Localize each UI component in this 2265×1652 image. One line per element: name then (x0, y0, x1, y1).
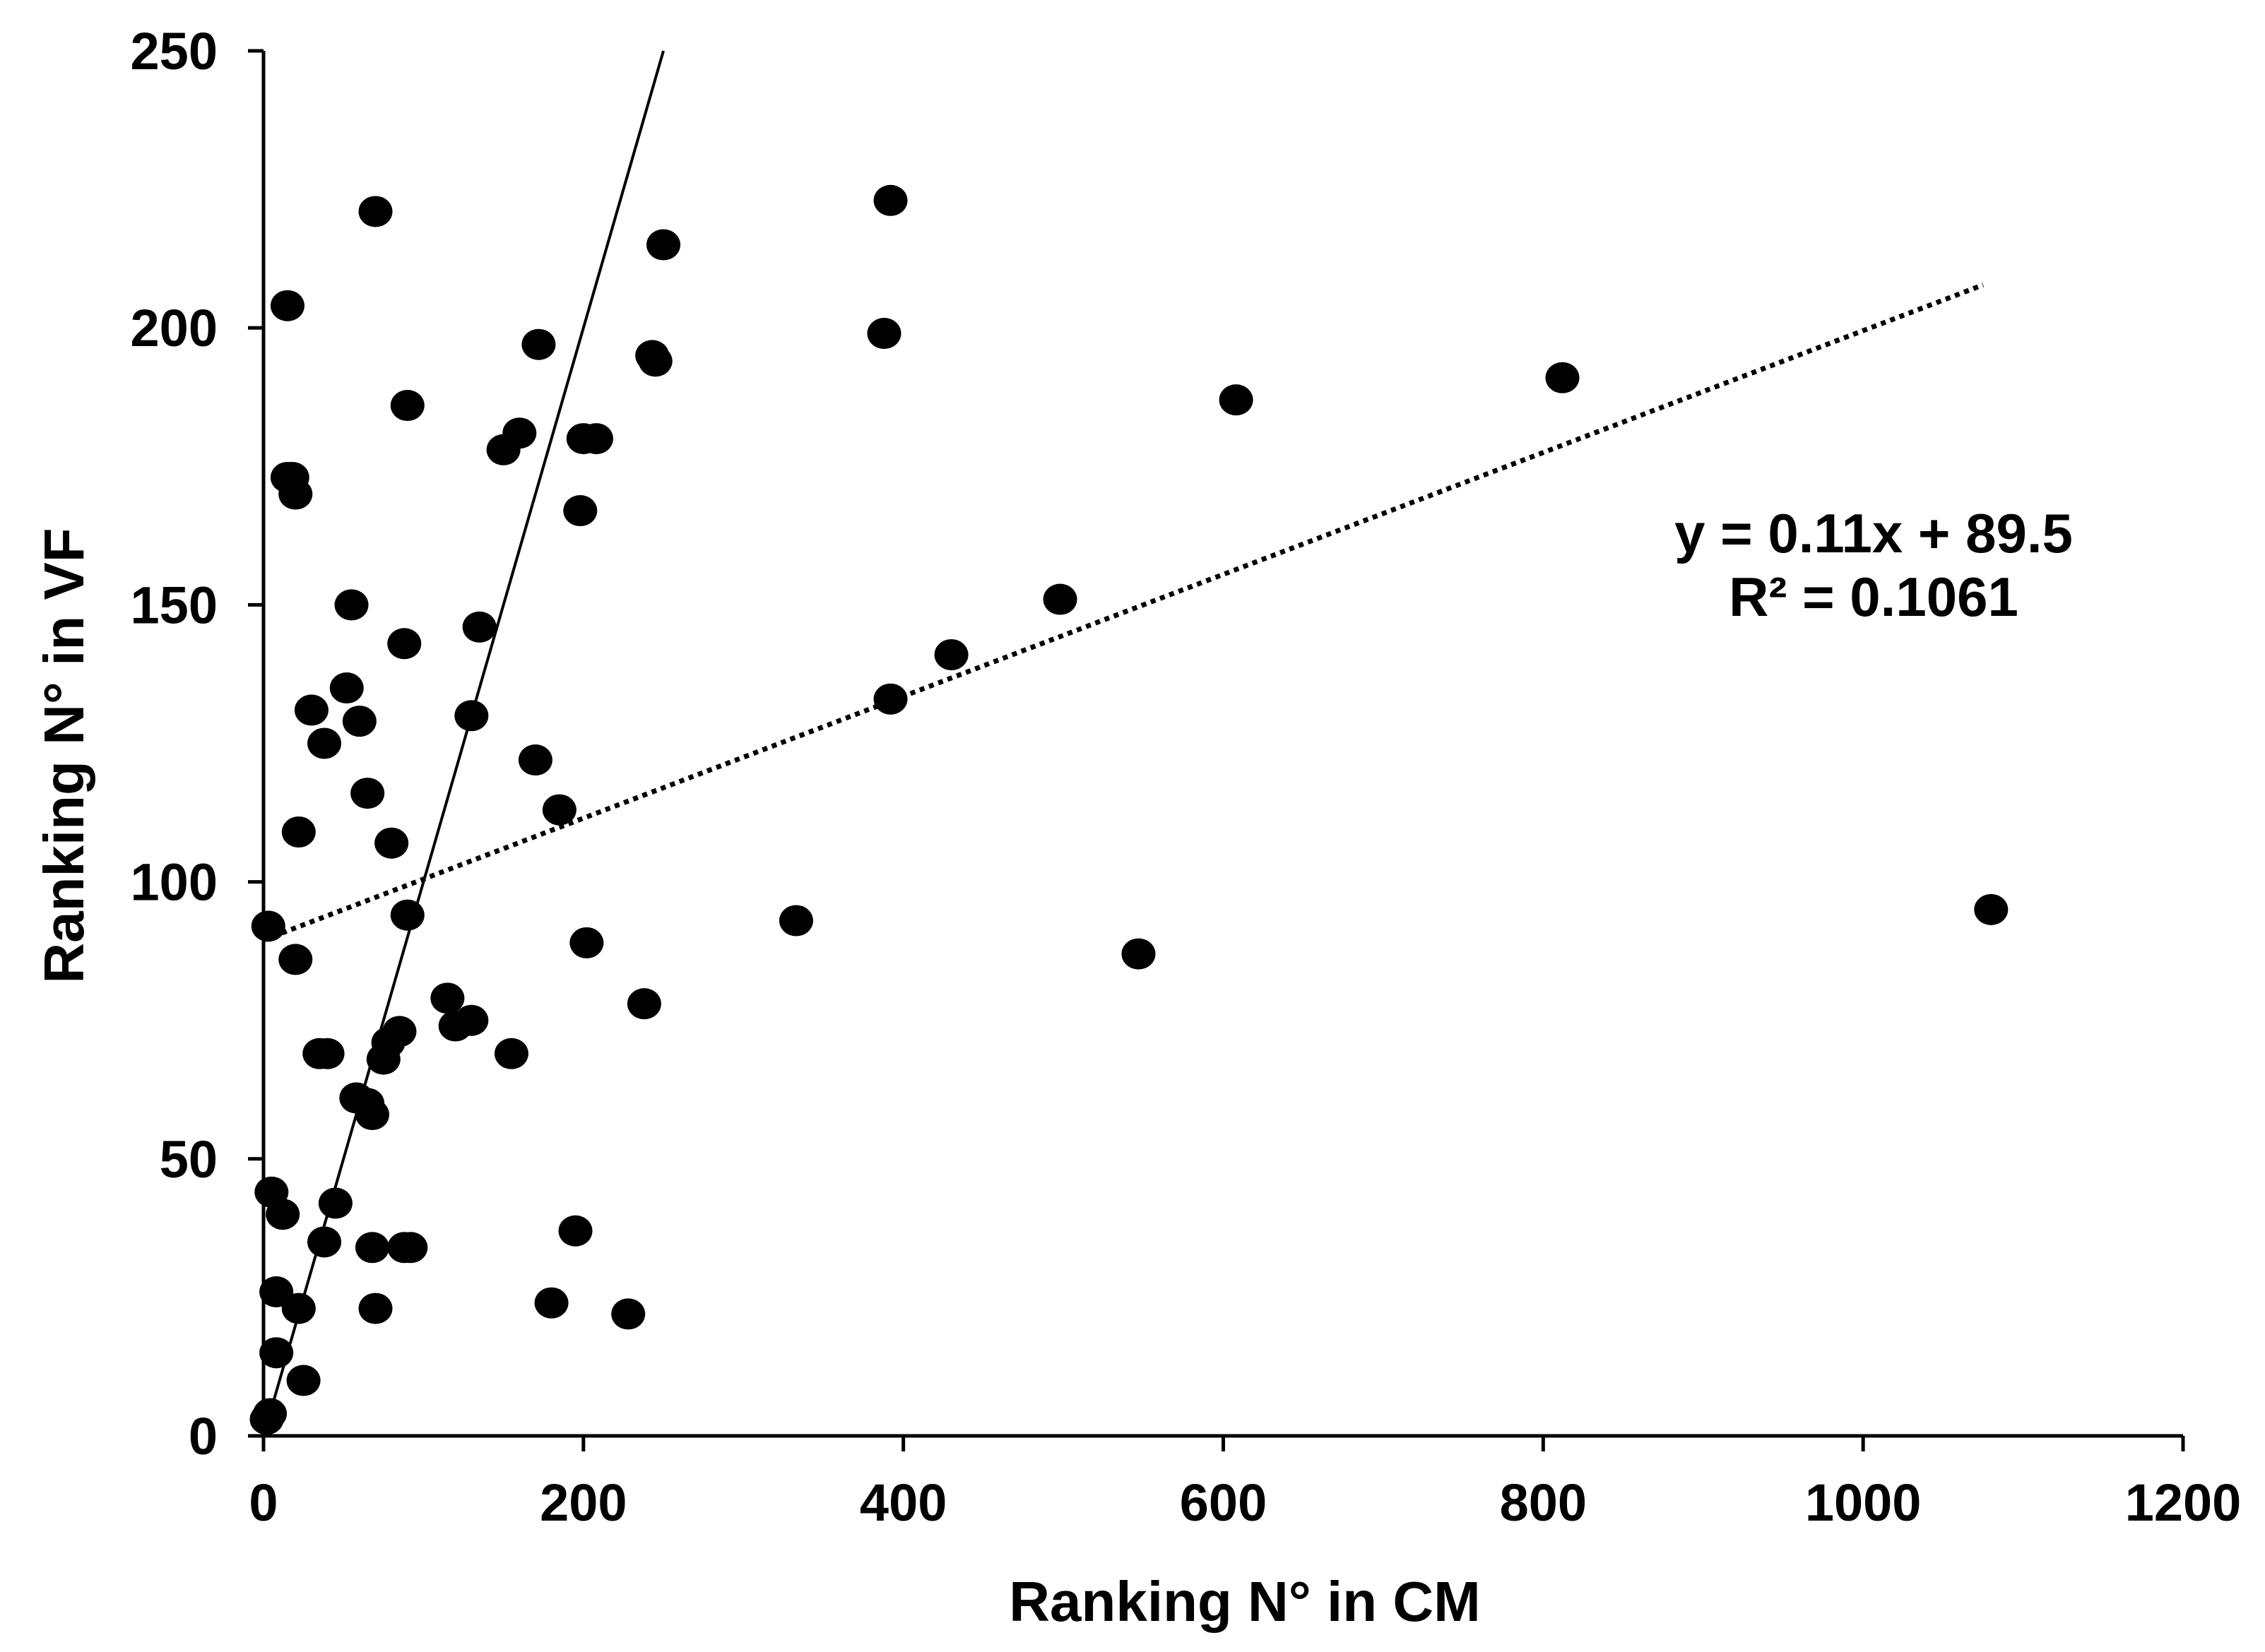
data-point (278, 478, 313, 510)
data-point (270, 290, 304, 321)
data-point (350, 778, 385, 809)
data-point (307, 727, 342, 759)
data-point (579, 423, 613, 455)
data-point (390, 899, 425, 931)
x-axis-title: Ranking N° in CM (1009, 1570, 1481, 1633)
data-point (253, 1398, 288, 1430)
y-tick-label: 100 (131, 853, 218, 912)
data-point (430, 982, 465, 1014)
data-point (358, 196, 393, 227)
x-tick-label: 400 (860, 1473, 947, 1532)
data-point (318, 1187, 353, 1219)
data-point (462, 611, 497, 643)
data-point (329, 672, 364, 704)
data-point (355, 1099, 389, 1131)
y-tick-label: 50 (160, 1130, 218, 1189)
trendline-r-squared: R² = 0.1061 (1729, 566, 2018, 628)
data-point (611, 1298, 646, 1330)
axes (248, 49, 2185, 1451)
data-point (502, 417, 537, 449)
data-point (286, 1365, 321, 1396)
x-tick-label: 200 (540, 1473, 627, 1532)
data-point (1219, 384, 1253, 416)
data-point (454, 1004, 489, 1036)
data-point (374, 827, 409, 859)
y-axis-title: Ranking N° in VF (32, 528, 95, 983)
data-point (259, 1337, 294, 1369)
data-point (518, 744, 552, 776)
trendline-equation: y = 0.11x + 89.5 (1674, 502, 2073, 564)
data-point (638, 345, 673, 377)
data-point (569, 927, 604, 958)
x-tick-label: 1200 (2125, 1473, 2242, 1532)
data-point (1974, 893, 2009, 925)
data-point (310, 1038, 345, 1069)
data-point (1043, 583, 1077, 615)
data-point (294, 694, 329, 726)
data-point (521, 328, 556, 360)
data-point (342, 706, 377, 737)
data-point (779, 905, 813, 937)
data-point (454, 700, 489, 732)
data-point (873, 184, 908, 216)
data-point (394, 1232, 428, 1264)
x-tick-label: 800 (1500, 1473, 1587, 1532)
y-tick-label: 0 (189, 1407, 218, 1466)
data-point (494, 1038, 528, 1069)
x-tick-label: 600 (1180, 1473, 1267, 1532)
data-point (558, 1215, 593, 1247)
data-point (873, 683, 908, 715)
data-point (542, 794, 576, 826)
x-tick-label: 0 (249, 1473, 278, 1532)
data-point (534, 1287, 569, 1319)
data-point (358, 1293, 393, 1324)
data-point (387, 628, 422, 660)
data-point (382, 1016, 417, 1047)
data-point (1545, 362, 1580, 393)
data-point (307, 1226, 342, 1258)
plot-area (249, 50, 2009, 1437)
data-point (281, 1293, 316, 1324)
data-point (867, 318, 901, 350)
data-point (934, 638, 969, 670)
data-point (390, 390, 425, 422)
data-point (251, 910, 285, 942)
y-tick-label: 250 (131, 22, 218, 81)
data-point (563, 495, 598, 527)
data-point (646, 229, 681, 261)
data-point (278, 944, 313, 975)
data-point (355, 1232, 389, 1264)
data-point (266, 1199, 300, 1230)
trendline (262, 283, 1985, 943)
data-point (281, 816, 316, 848)
x-tick-label: 1000 (1805, 1473, 1922, 1532)
y-tick-label: 200 (131, 299, 218, 357)
tick-labels: 0 200 400 600 800 1000 1200 0 50 100 150 200 250 (131, 22, 2242, 1532)
data-point (627, 988, 661, 1020)
data-point (1121, 938, 1156, 970)
data-point (334, 589, 369, 621)
y-tick-label: 150 (131, 576, 218, 634)
